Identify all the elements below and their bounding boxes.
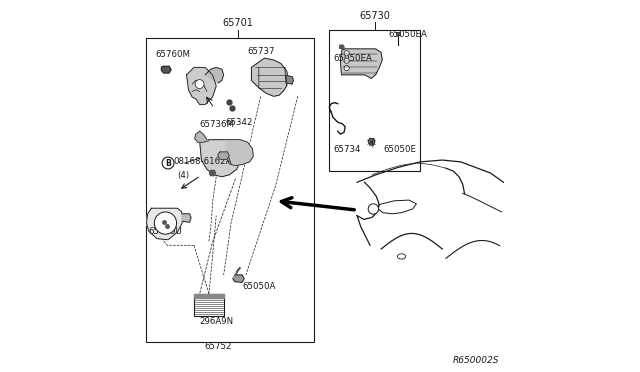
Polygon shape — [195, 131, 209, 142]
Polygon shape — [252, 58, 289, 96]
Bar — [194, 294, 225, 316]
Circle shape — [344, 65, 349, 71]
Text: B: B — [165, 158, 171, 167]
Text: R650002S: R650002S — [453, 356, 500, 365]
Text: 08168-6162A: 08168-6162A — [173, 157, 232, 166]
Polygon shape — [205, 67, 223, 83]
Polygon shape — [236, 267, 240, 275]
Polygon shape — [368, 138, 375, 145]
Polygon shape — [209, 170, 216, 176]
Text: 65342: 65342 — [225, 118, 253, 127]
Text: (4): (4) — [177, 171, 189, 180]
Text: 65737: 65737 — [248, 47, 275, 56]
Circle shape — [154, 212, 177, 234]
Polygon shape — [147, 208, 183, 240]
Polygon shape — [286, 76, 293, 84]
Polygon shape — [218, 152, 229, 159]
Text: 65050A: 65050A — [242, 282, 276, 291]
Circle shape — [368, 204, 378, 214]
Polygon shape — [200, 140, 240, 177]
Text: 65050E: 65050E — [384, 145, 417, 154]
Bar — [329, 31, 420, 171]
Polygon shape — [187, 67, 216, 105]
Polygon shape — [161, 66, 171, 73]
Text: 296A9N: 296A9N — [200, 317, 234, 326]
Text: 65736M: 65736M — [200, 121, 234, 129]
Text: 65734: 65734 — [333, 145, 360, 154]
Polygon shape — [233, 275, 244, 282]
Text: 65050EA: 65050EA — [388, 30, 428, 39]
Polygon shape — [225, 140, 253, 166]
Text: 65730: 65730 — [359, 11, 390, 21]
Bar — [146, 38, 314, 341]
Circle shape — [344, 58, 349, 63]
Polygon shape — [340, 49, 382, 78]
Text: 65050EA: 65050EA — [333, 54, 372, 62]
Bar — [396, 32, 400, 35]
Polygon shape — [194, 294, 225, 298]
Polygon shape — [182, 214, 191, 222]
Text: 65760M: 65760M — [155, 50, 190, 59]
Circle shape — [195, 80, 204, 89]
Polygon shape — [340, 45, 344, 49]
Text: 65710U: 65710U — [148, 227, 182, 236]
Ellipse shape — [397, 254, 406, 259]
Text: 65701: 65701 — [222, 19, 253, 29]
Circle shape — [162, 157, 174, 169]
Text: 65752: 65752 — [204, 341, 232, 350]
Circle shape — [344, 51, 349, 56]
